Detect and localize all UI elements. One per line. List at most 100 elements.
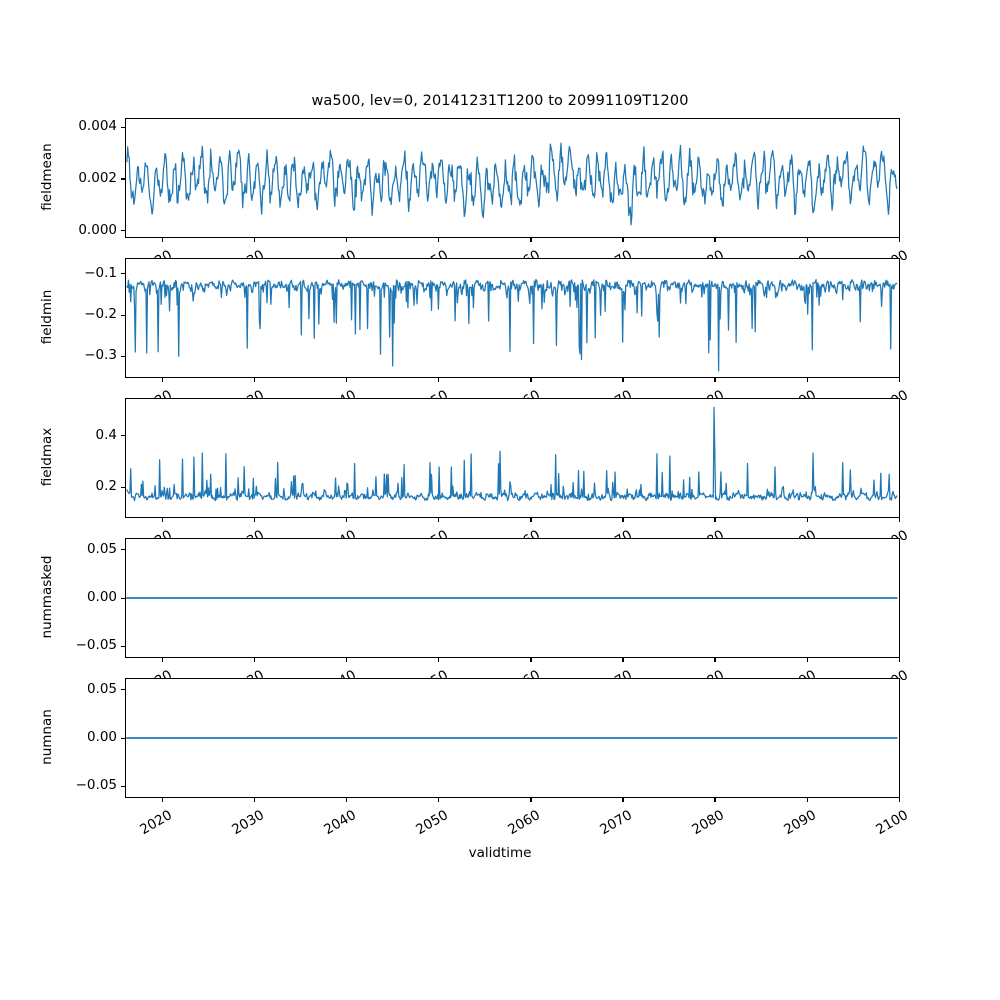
x-tick-mark: [162, 798, 164, 802]
y-tick-mark: [121, 435, 125, 437]
x-tick-mark: [714, 798, 716, 802]
y-tick-label: −0.3: [84, 347, 117, 364]
y-axis-label-numnan: numnan: [39, 709, 55, 765]
x-tick-mark: [530, 658, 532, 662]
series-line-fieldmin: [126, 278, 898, 372]
y-tick-label: −0.2: [84, 306, 117, 323]
x-tick-mark: [898, 518, 900, 522]
x-tick-mark: [438, 798, 440, 802]
axes-frame: [125, 678, 900, 798]
y-tick-mark: [121, 785, 125, 787]
x-tick-mark: [898, 378, 900, 382]
y-tick-mark: [121, 126, 125, 128]
x-tick-mark: [806, 658, 808, 662]
plot-panel-fieldmin: [125, 258, 900, 378]
x-tick-mark: [806, 518, 808, 522]
x-tick-label: 2080: [689, 807, 727, 839]
x-tick-mark: [346, 378, 348, 382]
x-tick-mark: [530, 378, 532, 382]
x-tick-mark: [254, 658, 256, 662]
y-tick-label: 0.00: [86, 589, 117, 605]
plot-panel-fieldmax: [125, 398, 900, 518]
y-tick-label: −0.05: [75, 777, 117, 794]
y-tick-mark: [121, 486, 125, 488]
x-tick-label: 2060: [505, 807, 543, 839]
x-tick-mark: [806, 238, 808, 242]
y-axis-label-fieldmin: fieldmin: [39, 289, 55, 345]
x-tick-mark: [254, 798, 256, 802]
y-tick-label: 0.00: [86, 729, 117, 745]
x-tick-mark: [530, 238, 532, 242]
x-tick-mark: [346, 798, 348, 802]
x-tick-mark: [346, 518, 348, 522]
x-tick-mark: [530, 518, 532, 522]
x-tick-mark: [254, 238, 256, 242]
plot-panel-fieldmean: [125, 118, 900, 238]
x-tick-label: 2070: [597, 807, 635, 839]
y-tick-label: 0.004: [78, 118, 117, 135]
x-tick-label: 2020: [136, 807, 175, 839]
y-tick-mark: [121, 597, 125, 599]
x-tick-mark: [162, 378, 164, 382]
x-tick-mark: [622, 798, 624, 802]
x-tick-mark: [622, 518, 624, 522]
x-tick-mark: [162, 658, 164, 662]
x-tick-mark: [438, 518, 440, 522]
x-tick-label: 2050: [413, 807, 451, 839]
x-tick-mark: [898, 798, 900, 802]
x-tick-mark: [162, 238, 164, 242]
plot-panel-numnan: [125, 678, 900, 798]
plot-panel-nummasked: [125, 538, 900, 658]
x-tick-mark: [438, 378, 440, 382]
x-tick-mark: [714, 238, 716, 242]
y-tick-mark: [121, 689, 125, 691]
y-tick-label: −0.1: [84, 264, 117, 281]
x-axis-label: validtime: [468, 845, 532, 861]
x-tick-mark: [622, 658, 624, 662]
x-tick-mark: [714, 378, 716, 382]
y-tick-label: −0.05: [75, 637, 117, 654]
x-tick-mark: [806, 378, 808, 382]
y-axis-label-nummasked: nummasked: [39, 555, 55, 639]
series-line-nummasked: [126, 597, 898, 599]
x-tick-mark: [530, 798, 532, 802]
x-tick-mark: [346, 658, 348, 662]
x-tick-mark: [622, 378, 624, 382]
series-line-fieldmean: [126, 142, 898, 226]
x-tick-mark: [438, 238, 440, 242]
y-axis-label-fieldmean: fieldmean: [39, 143, 55, 211]
x-tick-mark: [162, 518, 164, 522]
x-tick-mark: [806, 798, 808, 802]
y-tick-mark: [121, 230, 125, 232]
y-tick-label: 0.000: [78, 221, 117, 238]
x-tick-label-band: 2020 2030 2040 2050 2060 2070 2080 2090 2100: [0, 803, 1000, 849]
x-tick-mark: [898, 658, 900, 662]
y-tick-mark: [121, 737, 125, 739]
axes-frame: [125, 258, 900, 378]
y-tick-label: 0.002: [78, 169, 117, 186]
x-tick-label: 2030: [229, 807, 267, 839]
x-tick-mark: [898, 238, 900, 242]
y-tick-mark: [121, 549, 125, 551]
figure-title: wa500, lev=0, 20141231T1200 to 20991109T…: [311, 93, 689, 109]
axes-frame: [125, 538, 900, 658]
y-tick-mark: [121, 645, 125, 647]
x-tick-label: 2040: [321, 807, 359, 839]
y-tick-mark: [121, 314, 125, 316]
y-tick-label: 0.05: [86, 540, 117, 557]
x-tick-mark: [714, 518, 716, 522]
x-tick-mark: [254, 378, 256, 382]
x-tick-mark: [438, 658, 440, 662]
series-line-numnan: [126, 737, 898, 739]
x-tick-mark: [346, 238, 348, 242]
x-tick-mark: [714, 658, 716, 662]
y-tick-label: 0.2: [95, 478, 117, 495]
y-tick-mark: [121, 355, 125, 358]
x-tick-label: 2100: [873, 807, 912, 839]
series-line-fieldmax: [126, 406, 898, 502]
y-tick-label: 0.05: [86, 680, 117, 697]
x-tick-label: 2090: [781, 807, 820, 839]
axes-frame: [125, 398, 900, 518]
y-tick-mark: [121, 273, 125, 275]
